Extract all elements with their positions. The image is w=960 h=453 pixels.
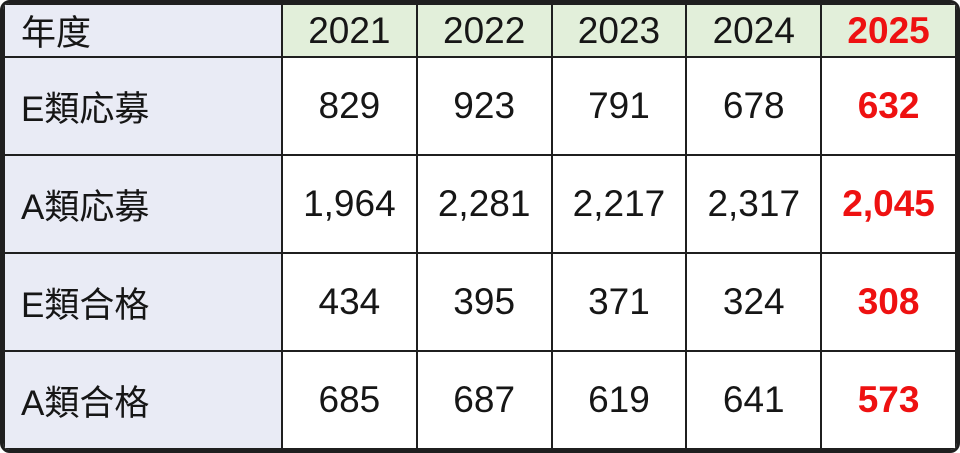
corner-label-cell: 年度: [3, 3, 283, 58]
value-cell: 685: [280, 350, 418, 450]
year-header-cell: 2024: [685, 3, 823, 58]
value-cell: 2,217: [550, 154, 688, 254]
value-cell: 619: [550, 350, 688, 450]
row-label-cell: E類応募: [3, 56, 283, 156]
table-header: 年度 2021 2022 2023 2024 2025: [3, 3, 957, 58]
table-body: E類応募 829 923 791 678 632 A類応募 1,964 2,281 2,217 2,…: [3, 56, 957, 450]
year-header-cell: 2021: [280, 3, 418, 58]
table-row: A類応募 1,964 2,281 2,217 2,317 2,045: [3, 154, 957, 254]
value-cell: 2,045: [820, 154, 957, 254]
table-row: E類合格 434 395 371 324 308: [3, 252, 957, 352]
value-cell: 923: [415, 56, 553, 156]
row-label-cell: A類合格: [3, 350, 283, 450]
value-cell: 791: [550, 56, 688, 156]
admissions-table: 年度 2021 2022 2023 2024 2025 E類応募 829 923 791 678…: [3, 3, 957, 450]
value-cell: 573: [820, 350, 957, 450]
header-row: 年度 2021 2022 2023 2024 2025: [3, 3, 957, 58]
value-cell: 678: [685, 56, 823, 156]
year-header-cell: 2025: [820, 3, 957, 58]
value-cell: 308: [820, 252, 957, 352]
value-cell: 2,281: [415, 154, 553, 254]
value-cell: 371: [550, 252, 688, 352]
row-label-cell: A類応募: [3, 154, 283, 254]
value-cell: 1,964: [280, 154, 418, 254]
value-cell: 434: [280, 252, 418, 352]
value-cell: 2,317: [685, 154, 823, 254]
table-row: A類合格 685 687 619 641 573: [3, 350, 957, 450]
value-cell: 395: [415, 252, 553, 352]
table-row: E類応募 829 923 791 678 632: [3, 56, 957, 156]
value-cell: 829: [280, 56, 418, 156]
row-label-cell: E類合格: [3, 252, 283, 352]
value-cell: 687: [415, 350, 553, 450]
year-header-cell: 2023: [550, 3, 688, 58]
value-cell: 632: [820, 56, 957, 156]
year-header-cell: 2022: [415, 3, 553, 58]
value-cell: 324: [685, 252, 823, 352]
value-cell: 641: [685, 350, 823, 450]
